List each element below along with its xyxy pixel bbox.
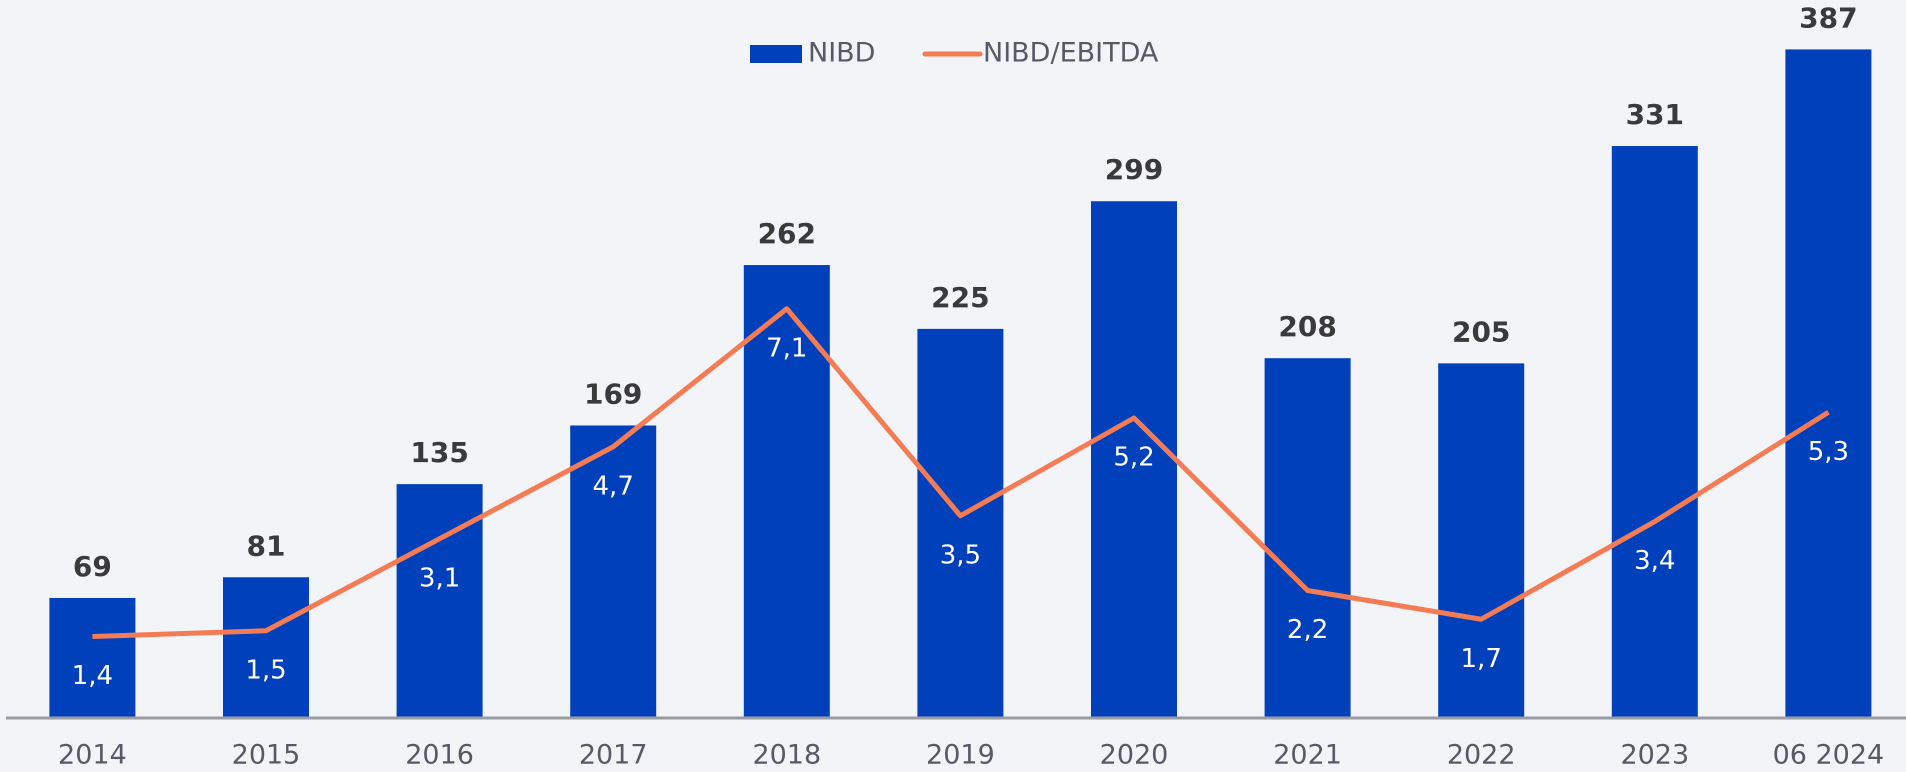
bar-label: 169: [584, 377, 642, 410]
legend-label: NIBD: [808, 38, 875, 69]
bar: [1091, 201, 1177, 718]
legend-label: NIBD/EBITDA: [983, 38, 1159, 69]
bar-label: 135: [410, 436, 468, 469]
x-tick-label: 2015: [232, 740, 301, 771]
bar-label: 331: [1626, 98, 1684, 131]
bar: [1438, 363, 1525, 717]
line-label: 7,1: [766, 333, 807, 363]
bar: [570, 425, 657, 717]
line: [92, 306, 1830, 639]
bar: [1611, 146, 1698, 717]
x-tick-label: 2023: [1620, 740, 1689, 771]
bar: [49, 597, 136, 717]
x-tick-label: 2019: [926, 740, 995, 771]
bar: [917, 328, 1004, 717]
bar-label: 69: [73, 550, 112, 583]
bar-label: 387: [1799, 1, 1857, 34]
bar: [396, 484, 483, 717]
x-tick-label: 2014: [58, 740, 127, 771]
line-label: 4,7: [593, 471, 634, 501]
line-label: 3,5: [940, 540, 981, 570]
x-tick-label: 2017: [579, 740, 648, 771]
line-label: 1,5: [245, 655, 286, 685]
x-tick-label: 2020: [1100, 740, 1169, 771]
line-label: 3,1: [419, 563, 460, 593]
bar: [223, 577, 309, 717]
x-tick-label: 2021: [1273, 740, 1342, 771]
bar: [1264, 358, 1351, 717]
x-tick-label: 2022: [1447, 740, 1516, 771]
bar-label: 205: [1452, 315, 1510, 348]
line-label: 3,4: [1634, 546, 1675, 576]
line-label: 1,7: [1461, 644, 1502, 674]
line-label: 5,2: [1113, 443, 1154, 473]
bar-label: 81: [247, 529, 286, 562]
line-label: 2,2: [1287, 615, 1328, 645]
bar-label: 262: [758, 217, 816, 250]
line-label: 1,4: [72, 661, 113, 691]
x-tick-label: 2016: [405, 740, 474, 771]
bar-label: 299: [1105, 153, 1163, 186]
bar-label: 225: [931, 281, 989, 314]
legend-swatch: [750, 45, 802, 63]
bar: [1785, 49, 1872, 718]
line-label: 5,3: [1808, 437, 1849, 467]
x-tick-label: 2018: [752, 740, 821, 771]
x-tick-label: 06 2024: [1773, 740, 1885, 771]
bar-label: 208: [1278, 310, 1336, 343]
